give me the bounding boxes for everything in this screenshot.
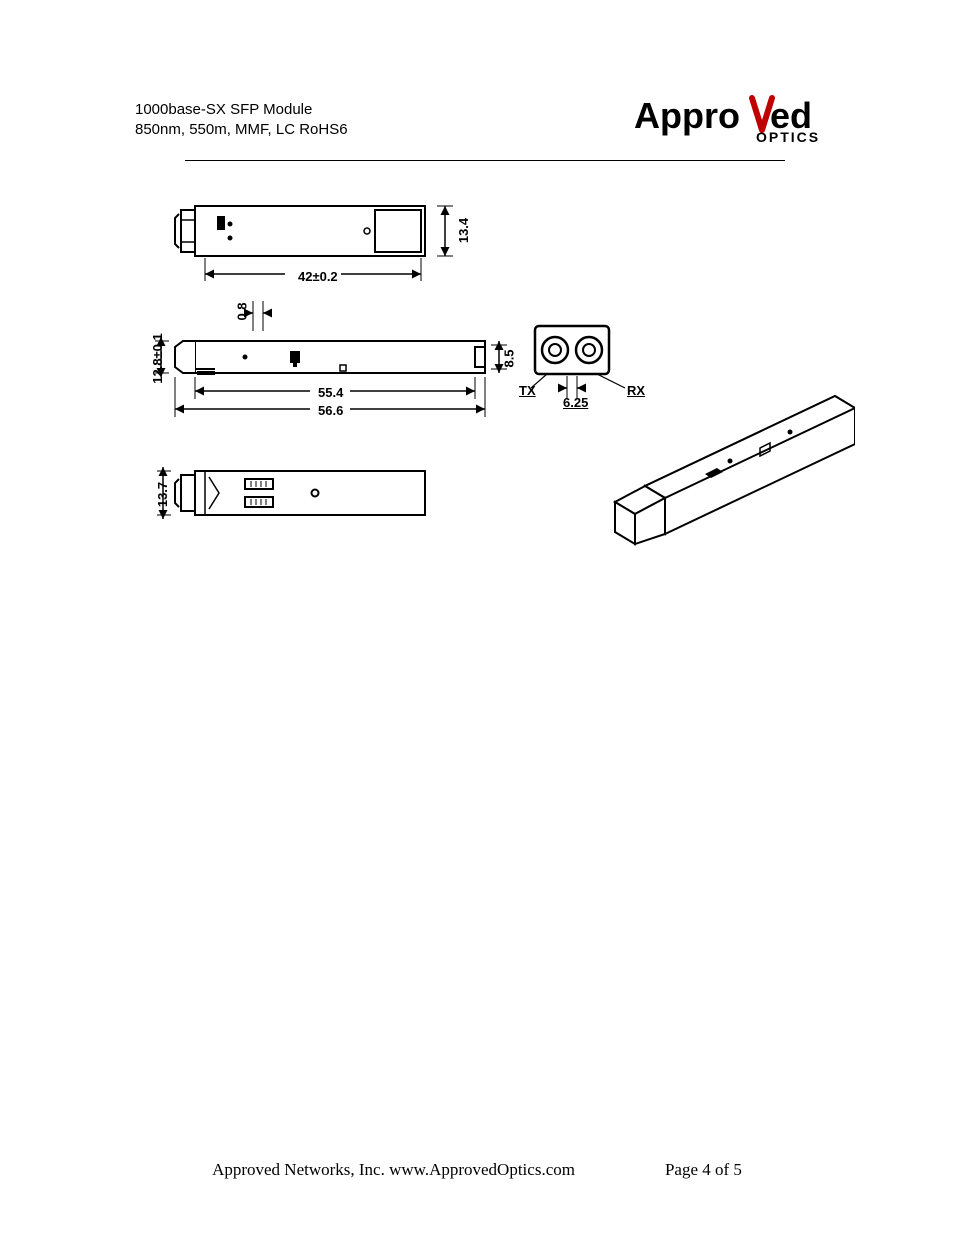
title-line-2: 850nm, 550m, MMF, LC RoHS6	[135, 120, 348, 140]
svg-text:Appro: Appro	[634, 95, 740, 136]
mechanical-drawing: 42±0.2 13.4 0.8 12.8±0.1 8.5 55.4 56.6 1…	[135, 191, 855, 561]
dim-mid-offset: 0.8	[235, 302, 250, 320]
title-line-1: 1000base-SX SFP Module	[135, 100, 348, 120]
dim-top-width: 42±0.2	[298, 269, 338, 284]
dim-side-len2: 56.6	[318, 403, 343, 418]
approved-optics-logo: Appro ed OPTICS	[634, 90, 854, 150]
dim-side-len1: 55.4	[318, 385, 343, 400]
header-divider	[185, 160, 785, 161]
dim-bottom-height: 13.7	[155, 482, 170, 507]
page-footer: Approved Networks, Inc. www.ApprovedOpti…	[0, 1160, 954, 1180]
footer-company: Approved Networks, Inc. www.ApprovedOpti…	[212, 1160, 575, 1180]
dim-front-gap: 6.25	[563, 395, 588, 410]
svg-text:OPTICS: OPTICS	[756, 129, 820, 145]
page-header: 1000base-SX SFP Module 850nm, 550m, MMF,…	[135, 90, 854, 150]
product-title-block: 1000base-SX SFP Module 850nm, 550m, MMF,…	[135, 90, 348, 141]
footer-page-number: Page 4 of 5	[665, 1160, 742, 1180]
label-rx: RX	[627, 383, 645, 398]
dim-side-inner: 8.5	[502, 349, 517, 367]
dim-side-height: 12.8±0.1	[150, 333, 165, 384]
label-tx: TX	[519, 383, 536, 398]
dim-top-height: 13.4	[456, 218, 471, 243]
